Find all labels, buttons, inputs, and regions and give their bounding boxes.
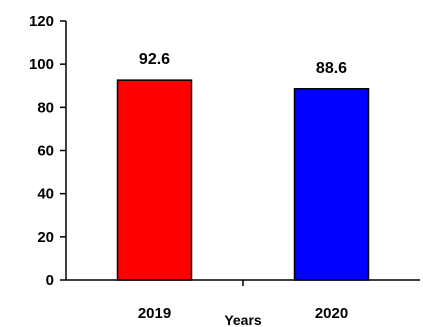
y-tick-label: 60 [37, 143, 54, 160]
data-labels: 92.6 88.6 [139, 51, 347, 77]
x-tick-label-2019: 2019 [138, 305, 171, 322]
y-tick-label: 40 [37, 186, 54, 203]
bar-2020 [293, 88, 370, 281]
y-tick-label: 100 [29, 56, 54, 73]
data-label-2020: 88.6 [316, 60, 347, 77]
x-axis-label: Years [224, 312, 262, 327]
bars [116, 79, 370, 281]
y-axis-ticks: 0 20 40 60 80 100 120 [29, 13, 66, 289]
x-axis-ticks: 2019 2020 [138, 280, 348, 322]
y-tick-label: 20 [37, 229, 54, 246]
bar-2019 [116, 79, 193, 281]
data-label-2019: 92.6 [139, 51, 170, 68]
x-tick-label-2020: 2020 [315, 305, 348, 322]
y-tick-label: 120 [29, 13, 54, 30]
y-tick-label: 0 [46, 272, 54, 289]
y-tick-label: 80 [37, 99, 54, 116]
